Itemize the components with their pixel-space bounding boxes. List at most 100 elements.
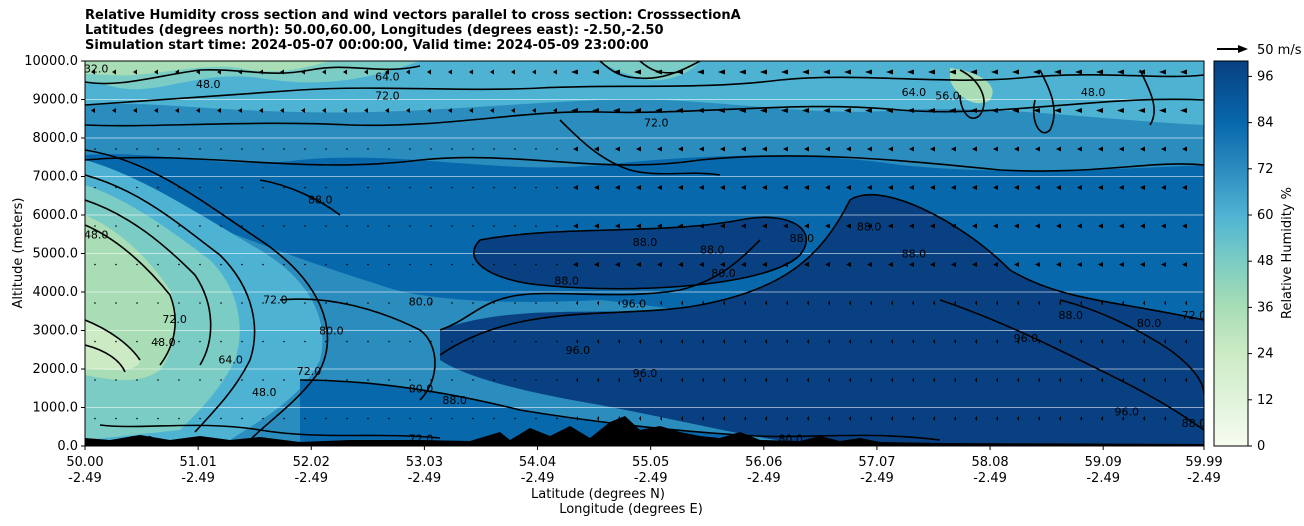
wind-vector [865, 108, 872, 113]
wind-vector [427, 108, 431, 113]
wind-vector [385, 69, 389, 75]
wind-vector [283, 302, 285, 304]
wind-vector [1080, 416, 1082, 421]
wind-vector [723, 300, 725, 306]
wind-vector [196, 108, 200, 113]
wind-vector [1182, 262, 1187, 267]
wind-vector [325, 263, 327, 266]
wind-vector [1012, 108, 1019, 113]
wind-vector [325, 186, 327, 189]
wind-vector [493, 302, 495, 304]
wind-vector [951, 223, 956, 229]
wind-vector [615, 185, 620, 190]
wind-vector [657, 262, 662, 267]
wind-vector [594, 146, 599, 152]
wind-vector [783, 223, 788, 229]
wind-vector [262, 263, 264, 266]
wind-vector [930, 185, 935, 190]
wind-vector [1080, 339, 1082, 344]
wind-vector [262, 379, 264, 381]
wind-vector [975, 377, 977, 383]
wind-vector [744, 300, 746, 306]
wind-vector [112, 69, 116, 75]
contour-label: 88.0 [902, 248, 927, 261]
wind-vector [1098, 146, 1103, 152]
wind-vector [157, 263, 159, 266]
wind-vector [991, 108, 998, 113]
contour-label: 48.0 [84, 228, 109, 241]
wind-vector [409, 417, 411, 420]
wind-vector [1182, 185, 1187, 190]
wind-vector [1056, 146, 1061, 152]
wind-vector [1033, 108, 1040, 113]
wind-vector [573, 146, 578, 152]
contour-label: 88.0 [554, 274, 579, 287]
wind-vector [660, 377, 662, 383]
wind-vector [430, 186, 432, 189]
wind-vector [280, 69, 284, 75]
wind-vector [367, 148, 369, 150]
chart-title: Relative Humidity cross section and wind… [85, 8, 741, 53]
title-line-3: Simulation start time: 2024-05-07 00:00:… [85, 38, 649, 53]
wind-vector [451, 302, 453, 304]
wind-vector [241, 263, 243, 266]
x-tick-label-lon: -2.49 [521, 471, 555, 486]
wind-vector [217, 108, 221, 113]
wind-vector [238, 69, 242, 75]
wind-vector [115, 148, 117, 150]
wind-vector [1075, 108, 1082, 113]
wind-vector [388, 186, 390, 189]
wind-vector [618, 339, 620, 344]
wind-vector [1059, 416, 1061, 421]
wind-vector [367, 263, 369, 266]
contour-label: 88.0 [700, 244, 725, 257]
wind-vector [1182, 146, 1187, 152]
wind-vector [157, 302, 159, 304]
wind-vector [199, 302, 201, 304]
wind-vector [94, 225, 96, 227]
wind-vector [1185, 416, 1187, 421]
wind-vector [576, 416, 578, 421]
wind-vector [535, 302, 537, 304]
x-tick-label-lat: 56.06 [745, 455, 782, 470]
contour-label: 80.0 [778, 432, 803, 445]
wind-vector [802, 108, 809, 113]
wind-vector [571, 108, 578, 113]
wind-vector [178, 379, 180, 381]
wind-vector [618, 300, 620, 306]
wind-vector [804, 223, 809, 229]
wind-vector [615, 262, 620, 267]
wind-vector [556, 302, 558, 304]
wind-vector [199, 263, 201, 266]
wind-vector [472, 148, 474, 150]
arrow-icon [1238, 45, 1248, 53]
wind-vector [613, 69, 620, 75]
x-tick-label-lat: 51.01 [180, 455, 217, 470]
wind-vector [783, 262, 788, 267]
wind-vector [1014, 185, 1019, 190]
wind-vector [655, 108, 662, 113]
wind-vector [1096, 108, 1103, 113]
wind-vector [241, 148, 243, 150]
wind-vector [535, 186, 537, 189]
wind-vector [262, 186, 264, 189]
wind-vector [909, 185, 914, 190]
wind-vector [1033, 69, 1040, 75]
wind-vector [493, 340, 495, 343]
colorbar-tick-label: 84 [1257, 116, 1274, 131]
wind-vector [346, 263, 348, 266]
wind-vector [844, 69, 851, 75]
wind-vector [136, 417, 138, 420]
wind-vector [388, 225, 390, 227]
wind-vector [723, 339, 725, 344]
x-tick-label-lon: -2.49 [973, 471, 1007, 486]
wind-vector [451, 340, 453, 343]
wind-vector [430, 417, 432, 420]
wind-vector [849, 300, 851, 306]
wind-vector [388, 417, 390, 420]
wind-vector [283, 379, 285, 381]
wind-vector [301, 108, 305, 113]
wind-vector [94, 417, 96, 420]
wind-vector [573, 223, 578, 229]
wind-vector [136, 148, 138, 150]
